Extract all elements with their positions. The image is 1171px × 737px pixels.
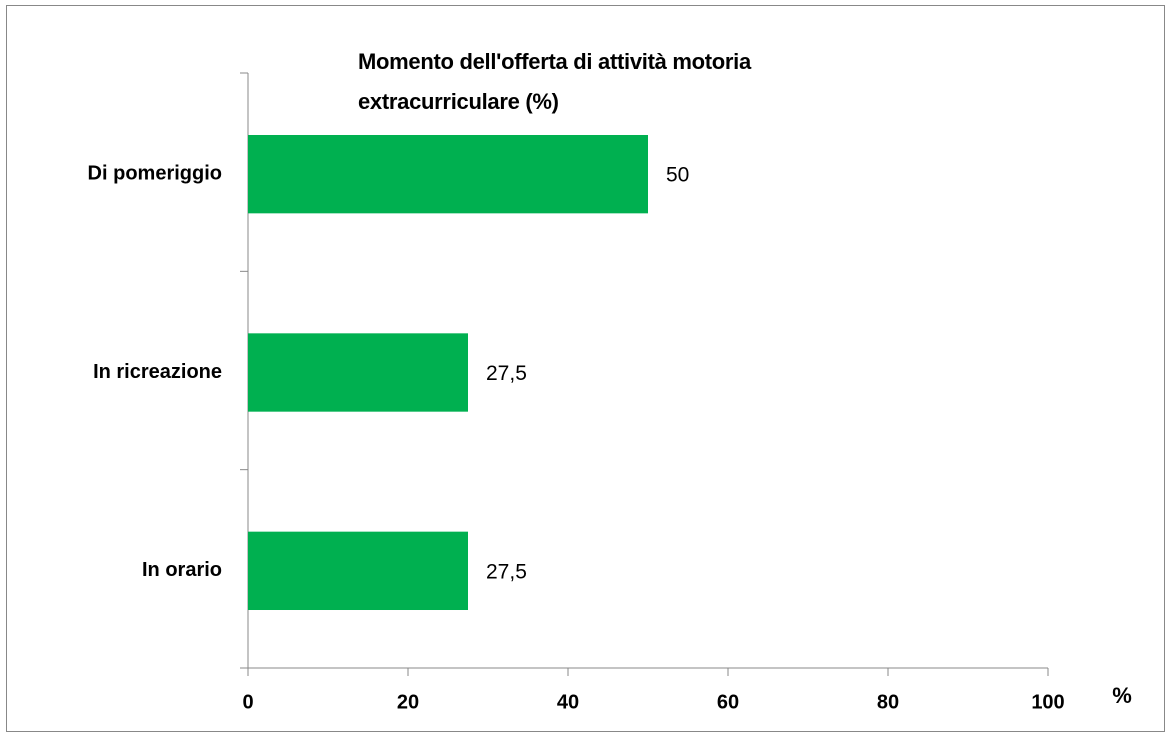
chart-frame — [6, 5, 1165, 732]
bar — [248, 134, 648, 214]
y-tick-label: Di pomeriggio — [88, 162, 222, 184]
x-tick-label: 80 — [877, 691, 899, 713]
y-tick-label: In orario — [142, 559, 222, 581]
value-label: 27,5 — [486, 362, 527, 385]
chart-title: Momento dell'offerta di attività motoria… — [358, 49, 751, 114]
value-label: 27,5 — [486, 560, 527, 583]
x-tick-label: 40 — [557, 691, 579, 713]
y-tick-label: In ricreazione — [93, 361, 222, 383]
value-label: 50 — [666, 164, 689, 187]
x-tick-label: 60 — [717, 691, 739, 713]
x-tick-label: 100 — [1031, 691, 1064, 713]
bar — [248, 531, 468, 611]
x-axis-label: % — [1112, 683, 1132, 708]
x-tick-label: 20 — [397, 691, 419, 713]
x-tick-label: 0 — [242, 691, 253, 713]
bar — [248, 333, 468, 412]
